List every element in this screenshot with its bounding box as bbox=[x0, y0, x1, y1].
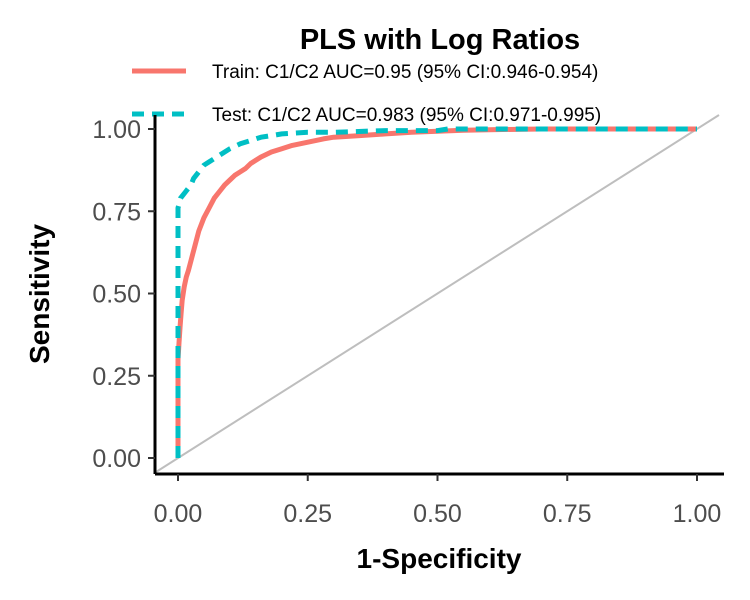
y-tick-label: 0.50 bbox=[92, 281, 141, 309]
plot-area bbox=[155, 114, 720, 473]
chart-title: PLS with Log Ratios bbox=[300, 24, 580, 56]
y-tick-label: 0.00 bbox=[92, 445, 141, 473]
x-tick-label: 0.50 bbox=[413, 500, 462, 528]
y-tick-label: 1.00 bbox=[92, 116, 141, 144]
legend-label-train: Train: C1/C2 AUC=0.95 (95% CI:0.946-0.95… bbox=[212, 62, 598, 83]
y-axis-title: Sensitivity bbox=[24, 224, 55, 364]
x-axis-title: 1-Specificity bbox=[357, 543, 522, 574]
x-tick-label: 0.75 bbox=[543, 500, 592, 528]
x-ticks: 0.00 0.25 0.50 0.75 1.00 bbox=[154, 474, 722, 528]
reference-diagonal-line bbox=[155, 114, 720, 473]
x-tick-label: 1.00 bbox=[673, 500, 722, 528]
x-tick-label: 0.00 bbox=[154, 500, 203, 528]
y-ticks: 0.00 0.25 0.50 0.75 1.00 bbox=[92, 116, 155, 473]
x-tick-label: 0.25 bbox=[283, 500, 332, 528]
legend-label-test: Test: C1/C2 AUC=0.983 (95% CI:0.971-0.99… bbox=[212, 105, 601, 126]
legend: Train: C1/C2 AUC=0.95 (95% CI:0.946-0.95… bbox=[132, 62, 601, 126]
y-tick-label: 0.25 bbox=[92, 363, 141, 391]
series-line-test bbox=[175, 126, 697, 458]
y-tick-label: 0.75 bbox=[92, 198, 141, 226]
